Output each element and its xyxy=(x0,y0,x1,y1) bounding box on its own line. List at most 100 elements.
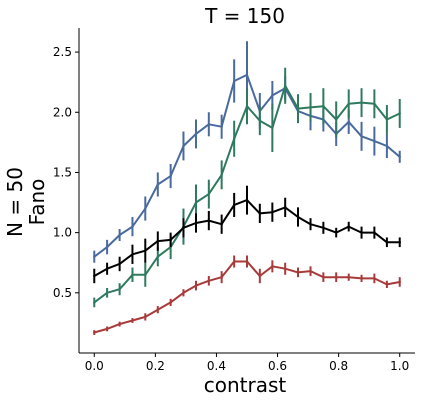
data-point xyxy=(169,174,172,178)
data-point xyxy=(131,253,134,256)
data-point xyxy=(207,192,211,196)
data-point xyxy=(296,271,300,274)
y-tick-label: 0.5 xyxy=(53,286,72,300)
data-point xyxy=(271,94,274,97)
data-point xyxy=(398,280,401,284)
y-tick-label: 1.5 xyxy=(53,165,72,179)
data-point xyxy=(385,118,389,121)
data-point xyxy=(232,203,236,207)
data-point xyxy=(283,267,287,270)
data-point xyxy=(105,245,109,249)
data-point xyxy=(220,173,223,177)
data-point xyxy=(360,277,363,280)
data-point xyxy=(194,132,198,136)
data-point xyxy=(144,249,147,252)
data-point xyxy=(385,283,389,286)
data-point xyxy=(182,144,185,148)
data-point xyxy=(131,319,134,322)
y-tick-label: 2.5 xyxy=(53,45,72,59)
data-point xyxy=(156,239,160,243)
data-point xyxy=(232,260,236,263)
axes xyxy=(78,28,415,354)
x-tick-label: 0.4 xyxy=(207,359,226,373)
data-point xyxy=(220,223,223,226)
data-point xyxy=(245,105,249,108)
x-tick-label: 0.6 xyxy=(268,359,287,373)
data-point xyxy=(194,284,198,287)
series-3 xyxy=(93,255,401,335)
data-point xyxy=(118,322,121,326)
data-point xyxy=(105,327,109,331)
data-point xyxy=(385,241,389,244)
x-ticks: 0.0 0.2 0.4 0.6 0.8 1.0 xyxy=(85,353,409,373)
x-tick-label: 0.2 xyxy=(146,359,165,373)
data-point xyxy=(207,123,211,126)
x-tick-label: 0.0 xyxy=(85,359,104,373)
data-point xyxy=(93,331,96,334)
data-point xyxy=(347,102,350,106)
data-point xyxy=(309,106,312,109)
y-tick-label: 2.0 xyxy=(53,105,72,119)
data-point xyxy=(93,301,96,304)
data-point xyxy=(271,210,274,214)
y-axis-label-line2: Fano xyxy=(25,179,49,226)
y-ticks: 0.5 1.0 1.5 2.0 2.5 xyxy=(53,45,79,300)
data-point xyxy=(271,265,274,268)
data-point xyxy=(322,275,325,279)
data-point xyxy=(258,212,262,215)
data-point xyxy=(207,219,211,222)
data-point xyxy=(347,120,350,124)
x-tick-label: 0.8 xyxy=(329,359,348,373)
data-point xyxy=(309,223,312,226)
data-point xyxy=(156,308,160,311)
data-point xyxy=(360,231,363,234)
data-point xyxy=(232,79,236,83)
data-point xyxy=(156,183,160,186)
data-point xyxy=(93,255,96,258)
data-point xyxy=(207,279,211,282)
data-point xyxy=(169,238,172,242)
data-point xyxy=(283,206,287,209)
y-axis-label-line1: N = 50 xyxy=(3,167,27,237)
y-tick-label: 1.0 xyxy=(53,226,72,240)
chart-title: T = 150 xyxy=(204,4,285,28)
data-point xyxy=(322,226,325,230)
data-point xyxy=(156,255,160,258)
data-point xyxy=(182,226,185,230)
data-point xyxy=(194,221,198,225)
data-point xyxy=(144,315,147,319)
data-point xyxy=(144,273,147,276)
data-point xyxy=(194,201,198,204)
data-point xyxy=(373,139,376,143)
data-point xyxy=(334,231,338,234)
data-point xyxy=(373,231,376,234)
data-point xyxy=(334,275,338,279)
data-point xyxy=(118,233,121,237)
data-point xyxy=(105,291,109,295)
data-point xyxy=(144,207,147,210)
data-point xyxy=(347,225,350,228)
data-point xyxy=(309,269,312,273)
data-point xyxy=(245,260,249,263)
data-point xyxy=(398,155,401,158)
data-point xyxy=(105,267,109,270)
data-point xyxy=(232,137,236,140)
data-point xyxy=(360,101,363,104)
series-line xyxy=(94,260,400,334)
data-point xyxy=(296,107,300,110)
series-layer xyxy=(93,41,401,335)
data-point xyxy=(182,291,185,295)
data-point xyxy=(220,275,223,279)
data-point xyxy=(93,274,96,278)
data-point xyxy=(271,126,274,130)
x-axis-label: contrast xyxy=(204,373,287,397)
data-point xyxy=(283,84,287,87)
data-point xyxy=(296,215,300,219)
data-point xyxy=(398,241,401,244)
series-2 xyxy=(93,185,401,284)
data-point xyxy=(385,144,389,148)
data-point xyxy=(347,275,350,279)
data-point xyxy=(131,273,134,276)
data-point xyxy=(373,102,376,106)
